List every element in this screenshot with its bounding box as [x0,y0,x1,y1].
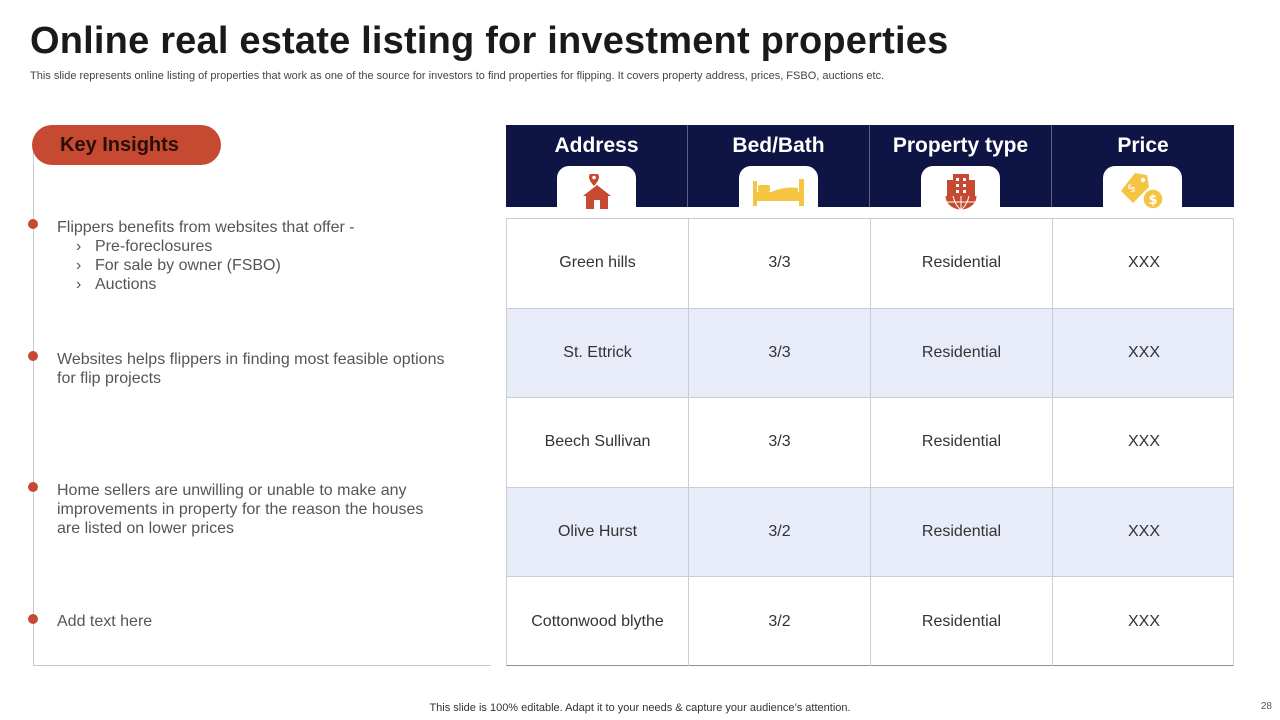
insight-item-4: Add text here [57,613,153,630]
page-subtitle: This slide represents online listing of … [30,70,885,82]
insights-panel [33,145,491,666]
cell-property-type: Residential [871,487,1053,577]
page-title: Online real estate listing for investmen… [30,20,949,62]
insight-text: Flippers benefits from websites that off… [57,219,355,236]
svg-text:$: $ [1148,193,1157,208]
cell-bed-bath: 3/3 [689,398,871,487]
cell-price: XXX [1127,343,1160,361]
chevron-right-icon: › [76,276,82,293]
cell-property-type: Residential [871,577,1053,666]
bed-icon [752,179,804,206]
footer-note: This slide is 100% editable. Adapt it to… [429,702,851,714]
cell-address: Beech Sullivan [507,398,689,487]
cell-address: Olive Hurst [507,487,689,577]
bullet-dot [28,614,38,624]
property-listing-table: Address Bed/Bath Property type Price [506,125,1234,666]
bullet-dot [28,482,38,492]
table-row: Green hills 3/3 Residential XXX [507,218,1233,308]
table-row: St. Ettrick 3/3 Residential XXX [507,307,1233,398]
key-insights-badge: Key Insights [32,125,221,165]
cell-bed-bath: 3/2 [689,577,871,666]
cell-price: XXX [1127,523,1160,541]
insight-item-2: Websites helps flippers in finding most … [57,351,445,387]
price-icon-tab: $ $ [1103,166,1182,218]
cell-price: XXX [1127,612,1160,630]
page-number: 28 [1260,701,1272,712]
insight-sub-item: › Auctions [76,276,157,293]
building-globe-icon [944,174,977,211]
insight-item-3: Home sellers are unwilling or unable to … [57,482,424,537]
bullet-dot [28,351,38,361]
cell-price: XXX [1127,433,1160,451]
insight-sub-item: › For sale by owner (FSBO) [76,257,281,274]
bullet-dot [28,219,38,229]
cell-property-type: Residential [871,219,1053,308]
cell-property-type: Residential [871,398,1053,487]
price-tag-icon: $ $ [1120,173,1164,210]
cell-address: Cottonwood blythe [507,577,689,666]
column-header-property-type: Property type [870,125,1052,207]
chevron-right-icon: › [76,238,82,255]
table-row: Beech Sullivan 3/3 Residential XXX [507,397,1233,487]
cell-bed-bath: 3/3 [689,219,871,308]
chevron-right-icon: › [76,257,82,274]
table-body: Green hills 3/3 Residential XXX St. Ettr… [506,218,1234,666]
house-location-icon [582,174,611,209]
property-type-icon-tab [921,166,1000,218]
insight-sub-item: › Pre-foreclosures [76,238,213,255]
cell-price: XXX [1127,254,1160,272]
address-icon-tab [557,166,636,218]
column-header-bed-bath: Bed/Bath [688,125,870,207]
insight-item-1: Flippers benefits from websites that off… [57,218,355,294]
column-header-address: Address [506,125,688,207]
cell-bed-bath: 3/3 [689,308,871,398]
cell-address: St. Ettrick [507,308,689,398]
cell-property-type: Residential [871,308,1053,398]
table-row: Cottonwood blythe 3/2 Residential XXX [507,576,1233,666]
cell-bed-bath: 3/2 [689,487,871,577]
key-insights-label: Key Insights [60,133,179,156]
column-header-price: Price [1117,134,1169,157]
bed-bath-icon-tab [739,166,818,218]
table-row: Olive Hurst 3/2 Residential XXX [507,486,1233,577]
cell-address: Green hills [507,219,689,308]
